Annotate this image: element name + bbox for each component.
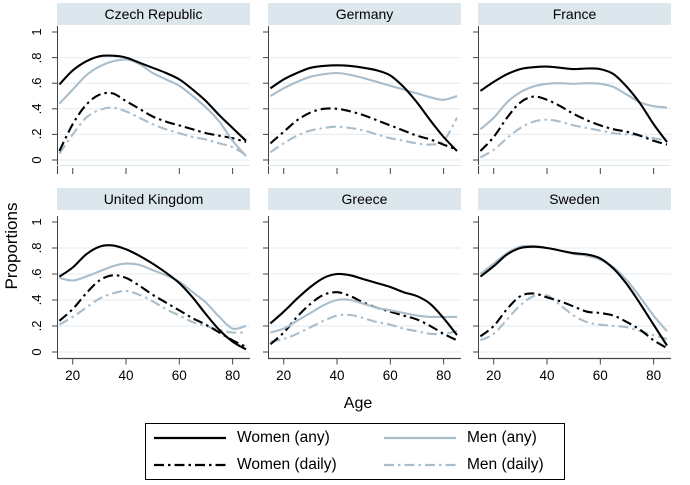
x-tick-label: 60 <box>592 368 608 383</box>
x-tick-label: 40 <box>539 368 555 383</box>
series-line-women_any <box>479 245 668 347</box>
legend-row: Women (daily) Men (daily) <box>154 453 564 477</box>
series-line-women_daily <box>58 91 247 152</box>
panel-title-germany: Germany <box>268 3 461 25</box>
y-tick-label: .2 <box>29 128 44 140</box>
y-tick-label: .2 <box>29 320 44 332</box>
plot-czech-republic <box>52 26 250 174</box>
y-tick-label: 1 <box>29 28 44 36</box>
series-line-men_daily <box>269 117 458 154</box>
legend-line-sample-men_any <box>384 437 456 440</box>
y-tick-label: .4 <box>29 294 44 306</box>
plot-greece <box>263 216 461 365</box>
plot-united-kingdom <box>52 216 250 365</box>
y-tick-label: .8 <box>29 242 44 254</box>
series-line-men_daily <box>58 106 247 156</box>
x-tick-label: 40 <box>118 368 134 383</box>
y-tick-label: 0 <box>29 156 44 164</box>
y-tick-label: .8 <box>29 52 44 64</box>
x-tick-label: 60 <box>171 368 187 383</box>
legend-label: Women (daily) <box>237 455 337 473</box>
series-line-women_daily <box>479 292 668 350</box>
legend-line-sample-men_daily <box>384 463 456 466</box>
panel-title-united-kingdom: United Kingdom <box>57 188 250 210</box>
y-tick-label: .4 <box>29 103 44 115</box>
y-axis-label: Proportions <box>2 202 21 290</box>
plot-sweden <box>473 216 671 365</box>
y-tick-label: 0 <box>29 348 44 356</box>
panel-title-france: France <box>478 3 671 25</box>
series-line-women_daily <box>58 274 247 348</box>
series-line-men_any <box>269 71 458 101</box>
legend-item-men_any: Men (any) <box>384 429 537 447</box>
legend-item-women_any: Women (any) <box>154 429 384 447</box>
legend-line-sample-women_daily <box>154 463 226 466</box>
y-tick-label: .6 <box>29 77 44 89</box>
x-tick-label: 40 <box>329 368 345 383</box>
legend-row: Women (any) Men (any) <box>154 426 564 450</box>
x-tick-label: 80 <box>436 368 452 383</box>
x-tick-label: 60 <box>382 368 398 383</box>
series-line-women_any <box>58 54 247 142</box>
series-line-women_daily <box>479 95 668 152</box>
series-line-men_daily <box>270 313 458 343</box>
x-tick-label: 20 <box>65 368 81 383</box>
series-line-men_daily <box>479 118 668 159</box>
series-line-men_daily <box>479 293 668 342</box>
series-line-women_any <box>269 272 458 336</box>
x-tick-label: 80 <box>646 368 662 383</box>
legend-label: Women (any) <box>237 429 330 447</box>
plot-france <box>473 26 671 174</box>
series-line-women_any <box>58 244 247 351</box>
legend-item-men_daily: Men (daily) <box>384 456 544 474</box>
y-tick-label: 1 <box>29 218 44 226</box>
legend-label: Men (daily) <box>467 455 544 473</box>
plot-germany <box>263 26 461 174</box>
panel-title-czech-republic: Czech Republic <box>57 3 250 25</box>
series-line-men_any <box>479 82 668 131</box>
panel-title-sweden: Sweden <box>478 188 671 210</box>
legend-box: Women (any) Men (any) Women (daily) Men (da… <box>145 423 565 480</box>
x-tick-label: 20 <box>276 368 292 383</box>
series-line-women_any <box>269 64 458 152</box>
series-line-women_any <box>479 65 668 143</box>
series-line-women_daily <box>269 291 458 345</box>
x-tick-label: 80 <box>225 368 241 383</box>
series-line-men_any <box>58 58 247 157</box>
legend-item-women_daily: Women (daily) <box>154 456 384 474</box>
legend-label: Men (any) <box>467 429 537 447</box>
y-tick-label: .6 <box>29 268 44 280</box>
panel-title-greece: Greece <box>268 188 461 210</box>
series-line-women_daily <box>269 107 458 151</box>
series-line-men_daily <box>58 289 247 334</box>
legend-line-sample-women_any <box>154 437 226 440</box>
series-line-men_any <box>59 262 247 330</box>
series-line-men_any <box>270 298 457 334</box>
x-axis-label: Age <box>343 395 373 412</box>
x-tick-label: 20 <box>486 368 502 383</box>
